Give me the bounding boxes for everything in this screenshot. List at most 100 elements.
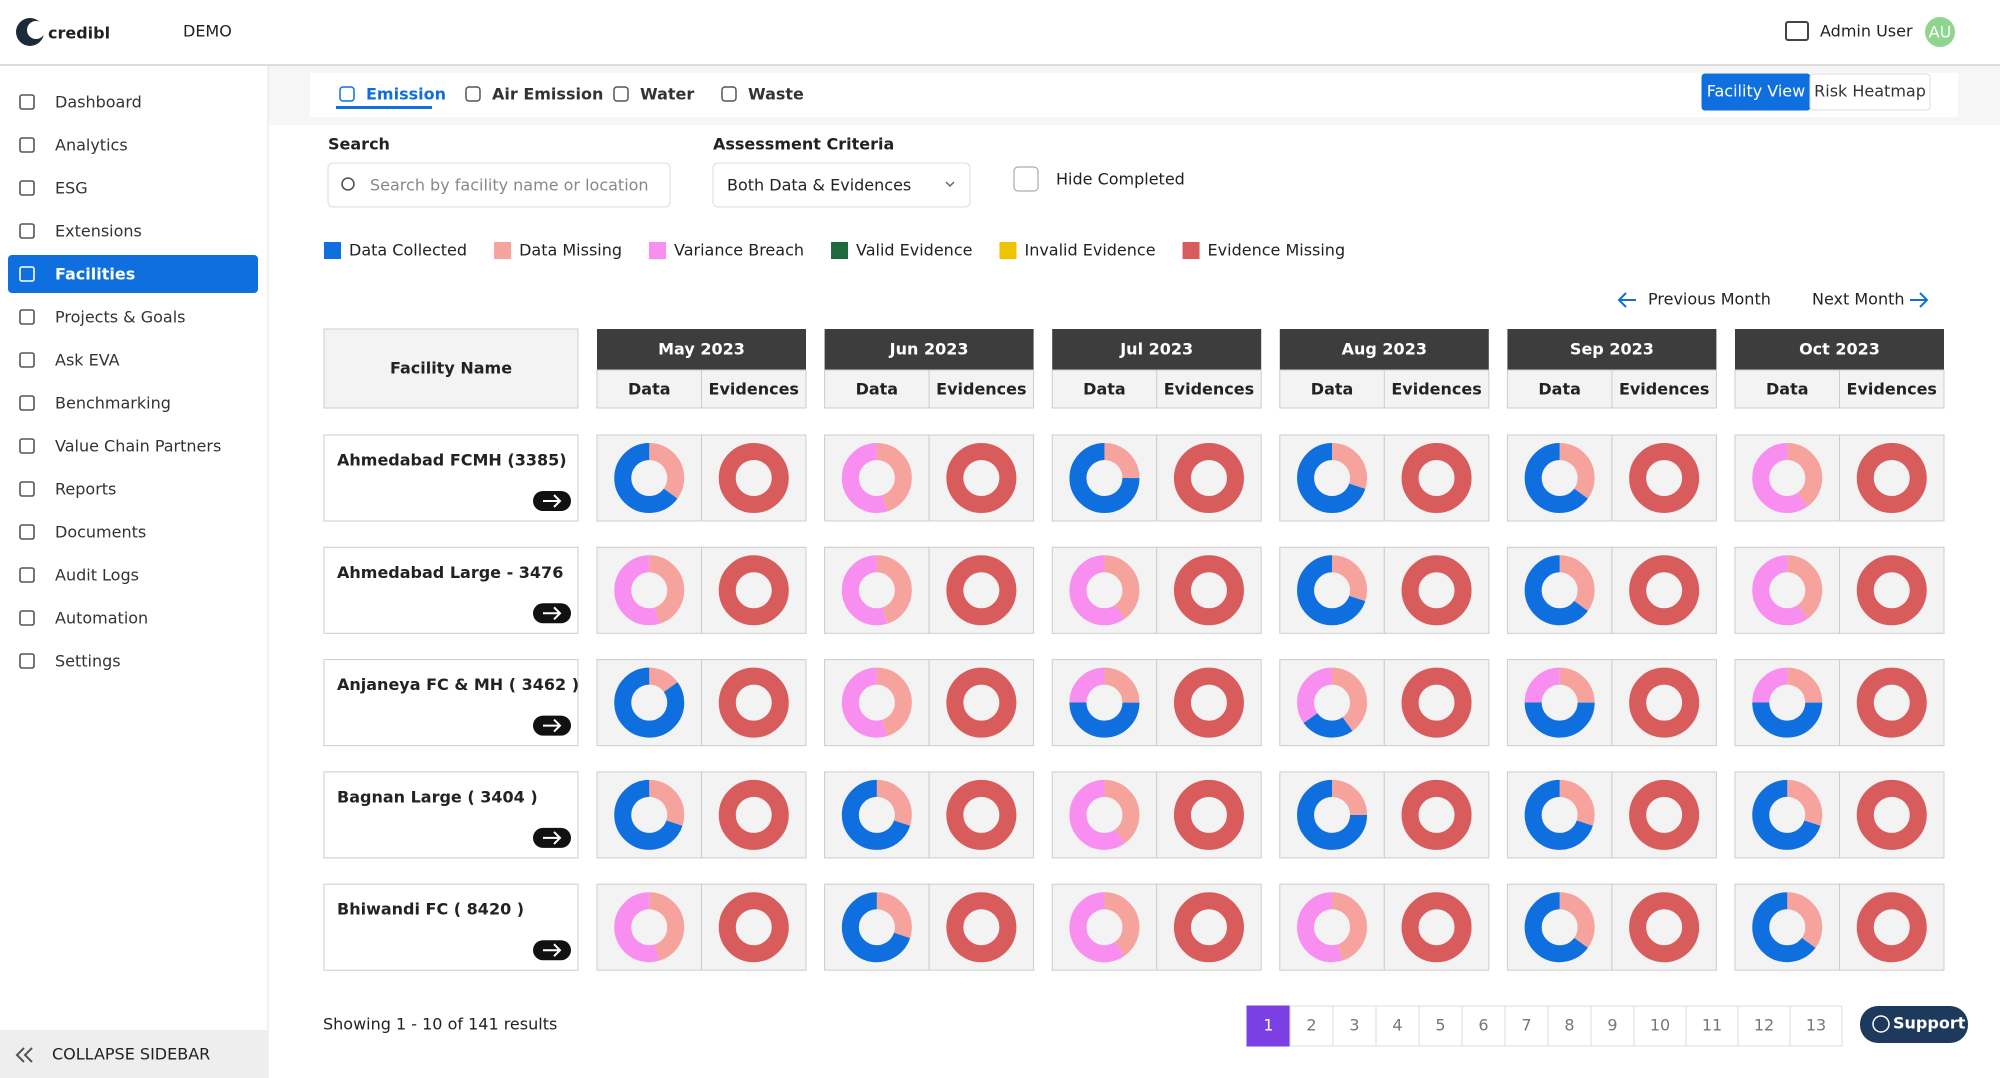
donut-segment — [1401, 892, 1472, 963]
sidebar-item[interactable]: Projects & Goals — [55, 308, 186, 327]
facility-open-arrow — [543, 718, 562, 733]
hide-completed: Hide Completed — [1056, 170, 1185, 189]
search-placeholder: Search by facility name or location — [370, 176, 649, 195]
legend-label: Invalid Evidence — [1024, 241, 1155, 260]
tab[interactable]: Waste — [748, 85, 804, 104]
page-button[interactable] — [1418, 1005, 1463, 1047]
sub-header-label: Evidences — [709, 380, 799, 399]
avatar[interactable] — [1925, 17, 1955, 47]
facility-open-arrow — [543, 831, 562, 845]
facility-name: Bhiwandi FC ( 8420 ) — [337, 900, 524, 919]
page-number: 10 — [1650, 1016, 1670, 1035]
page-number: 12 — [1754, 1016, 1774, 1035]
sidebar-item[interactable]: Value Chain Partners — [55, 437, 221, 456]
donut-segment — [841, 555, 912, 626]
sub-header-label: Evidences — [1619, 380, 1709, 399]
page-button[interactable] — [1375, 1005, 1420, 1047]
sidebar-item[interactable]: Settings — [55, 652, 121, 671]
sidebar-item[interactable]: Facilities — [55, 265, 135, 284]
donut-segment — [614, 892, 685, 963]
sidebar-item[interactable]: Automation — [55, 609, 148, 628]
collapse-sidebar: COLLAPSE SIDEBAR — [52, 1045, 210, 1064]
donut-segment — [1401, 555, 1472, 626]
donut-segment — [1629, 892, 1700, 963]
page-number: 9 — [1607, 1016, 1617, 1035]
sub-header-label: Evidences — [936, 380, 1026, 399]
month-label: May 2023 — [658, 340, 745, 359]
donut-segment — [946, 555, 1017, 626]
donut-segment — [946, 667, 1017, 738]
month-header — [1735, 329, 1944, 370]
previous-month[interactable]: Previous Month — [1648, 290, 1771, 309]
next-month[interactable]: Next Month — [1812, 290, 1905, 309]
donut-segment — [718, 779, 789, 850]
page-button[interactable] — [1789, 1005, 1843, 1047]
facility-name: Anjaneya FC & MH ( 3462 ) — [337, 675, 579, 694]
facility-name: Ahmedabad Large - 3476 — [337, 563, 563, 582]
sidebar-item[interactable]: Ask EVA — [55, 351, 120, 370]
page-button[interactable] — [1332, 1005, 1377, 1047]
view-toggle-label: Facility View — [1707, 82, 1805, 101]
sub-header-label: Data — [628, 380, 671, 399]
donut-segment — [1752, 443, 1823, 513]
sidebar-item[interactable]: Extensions — [55, 222, 142, 241]
page-button[interactable] — [1633, 1005, 1687, 1047]
sidebar-item[interactable]: Reports — [55, 480, 116, 499]
donut-segment — [718, 667, 789, 738]
page-number: 13 — [1806, 1016, 1826, 1035]
donut-segment — [1401, 443, 1472, 513]
month-header — [597, 329, 806, 370]
tab-icon — [721, 86, 737, 102]
view-toggle[interactable] — [1809, 73, 1931, 111]
donut-segment — [1524, 443, 1595, 513]
tab[interactable]: Emission — [366, 85, 446, 104]
page-button[interactable] — [1289, 1005, 1334, 1047]
donut-segment — [946, 443, 1017, 513]
donut-segment — [1297, 779, 1368, 850]
sidebar-item[interactable]: Benchmarking — [55, 394, 171, 413]
page-number: 6 — [1478, 1016, 1488, 1035]
sidebar-icon — [19, 266, 35, 282]
page-button[interactable] — [1246, 1005, 1291, 1047]
sidebar-item[interactable]: Audit Logs — [55, 566, 139, 585]
page-button[interactable] — [1590, 1005, 1635, 1047]
legend-swatch — [1182, 242, 1200, 259]
criteria-select[interactable] — [712, 162, 971, 208]
donut-segment — [1401, 779, 1472, 850]
sidebar-icon — [19, 653, 35, 669]
tab[interactable]: Air Emission — [492, 85, 603, 104]
donut-segment — [1629, 555, 1700, 626]
sidebar-item[interactable]: Dashboard — [55, 93, 142, 112]
month-header — [824, 329, 1034, 370]
sidebar-item[interactable]: ESG — [55, 179, 88, 198]
page-button[interactable] — [1504, 1005, 1549, 1047]
user-name[interactable]: Admin User — [1820, 22, 1913, 41]
next-arrow — [1910, 292, 1929, 308]
view-toggle-label: Risk Heatmap — [1814, 82, 1926, 101]
page-button[interactable] — [1461, 1005, 1506, 1047]
donut-segment — [614, 443, 685, 513]
page-button[interactable] — [1547, 1005, 1592, 1047]
checkbox[interactable] — [1013, 166, 1039, 192]
collapse-bg[interactable] — [0, 1030, 268, 1078]
donut-segment — [1069, 892, 1140, 963]
sub-header-label: Data — [1083, 380, 1126, 399]
donut-segment — [1173, 443, 1244, 513]
tab[interactable]: Water — [640, 85, 694, 104]
facility-open-arrow — [543, 943, 562, 957]
sidebar — [0, 66, 268, 1078]
search-input[interactable] — [327, 162, 671, 208]
support-button[interactable] — [1860, 1006, 1968, 1043]
page-number: 2 — [1306, 1016, 1316, 1035]
sidebar-icon — [19, 610, 35, 626]
sidebar-icon — [19, 137, 35, 153]
donut-segment — [1524, 667, 1595, 738]
page-button[interactable] — [1685, 1005, 1739, 1047]
page-number: 5 — [1435, 1016, 1445, 1035]
sidebar-item[interactable]: Documents — [55, 523, 146, 542]
donut-segment — [1173, 555, 1244, 626]
sidebar-icon — [19, 524, 35, 540]
page-number: 8 — [1564, 1016, 1574, 1035]
sidebar-item[interactable]: Analytics — [55, 136, 128, 155]
